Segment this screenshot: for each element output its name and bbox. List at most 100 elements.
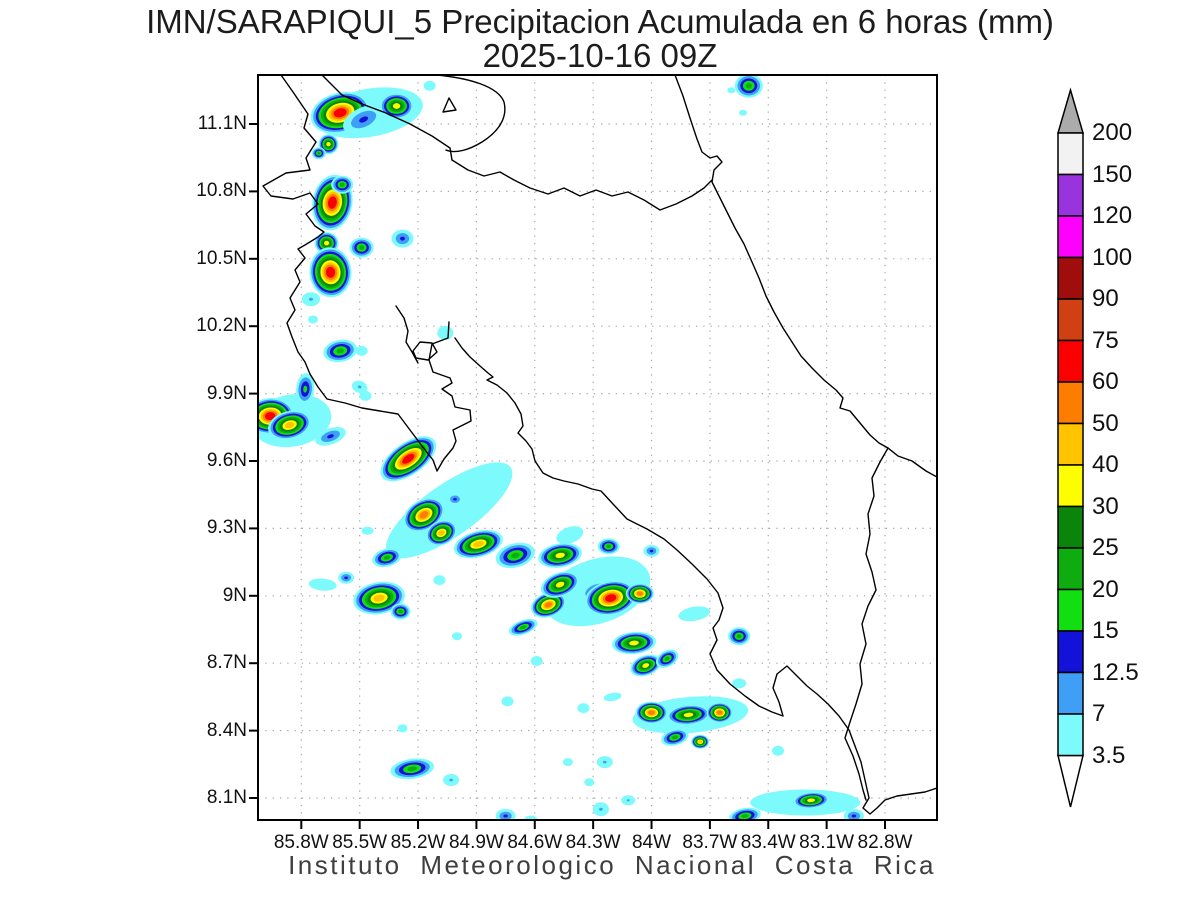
precip-contour	[452, 632, 462, 641]
precip-contour	[629, 640, 639, 646]
colorbar-box	[1057, 505, 1084, 549]
precip-cell	[596, 756, 613, 769]
precip-contour	[373, 594, 385, 602]
coastline-path	[436, 75, 506, 153]
colorbar-box	[1057, 464, 1084, 508]
precip-contour	[326, 142, 331, 147]
colorbar-box	[1057, 422, 1084, 466]
precip-cell	[308, 315, 318, 324]
colorbar-underflow-arrow	[1057, 754, 1084, 808]
precip-cell	[643, 544, 660, 557]
lat-tick-label: 11.1N	[197, 113, 247, 134]
colorbar-label: 12.5	[1092, 658, 1139, 686]
precip-cell	[678, 606, 711, 622]
precip-cell	[311, 147, 326, 160]
precip-layer	[258, 75, 864, 820]
precip-contour	[402, 453, 415, 464]
lat-tick-label: 9N	[222, 584, 247, 606]
precip-contour	[407, 766, 417, 772]
precip-cell	[359, 390, 372, 401]
precip-cell	[372, 548, 402, 568]
precip-cell	[309, 247, 352, 298]
precip-cell	[390, 603, 411, 620]
precip-contour	[519, 625, 527, 630]
precip-cell	[353, 581, 405, 615]
colorbar-label: 15	[1092, 617, 1119, 644]
precip-cell	[315, 427, 346, 446]
precip-contour	[603, 692, 622, 702]
lat-tick-label: 8.7N	[206, 652, 247, 674]
lat-tick-label: 8.1N	[206, 787, 247, 808]
precip-contour	[605, 594, 617, 602]
precip-contour	[649, 549, 654, 553]
precip-cell	[577, 703, 590, 714]
precip-contour	[327, 196, 337, 209]
precip-contour	[544, 601, 553, 608]
precip-contour	[383, 555, 391, 560]
lon-tick-label: 83.7W	[682, 832, 738, 853]
precip-contour	[398, 609, 403, 614]
precip-cell	[296, 373, 315, 406]
precip-cell	[538, 542, 582, 568]
precip-contour	[308, 578, 337, 591]
precip-cell	[621, 795, 636, 806]
precip-contour	[772, 745, 784, 756]
colorbar-box	[1057, 713, 1084, 757]
precip-contour	[523, 815, 538, 820]
precip-cell	[331, 175, 354, 194]
coastline-path	[412, 341, 438, 361]
precip-cell	[597, 538, 620, 555]
precip-cell	[592, 802, 609, 817]
precip-contour	[344, 576, 348, 580]
precip-cell	[443, 774, 460, 786]
precip-cell	[612, 631, 656, 655]
precip-contour	[683, 712, 694, 718]
precip-contour	[385, 462, 513, 559]
coastline-path	[454, 337, 937, 815]
precip-cell	[308, 578, 337, 591]
precip-contour	[303, 385, 308, 393]
colorbar-box	[1057, 339, 1084, 383]
precip-contour	[556, 526, 584, 545]
precip-cell	[454, 529, 503, 559]
precip-cell	[706, 702, 733, 723]
colorbar-box	[1057, 381, 1084, 425]
lat-tick-label: 9.3N	[206, 517, 247, 539]
colorbar-label: 50	[1092, 409, 1119, 437]
colorbar-box	[1057, 215, 1084, 259]
precip-contour	[599, 807, 603, 811]
precip-contour	[584, 778, 595, 787]
colorbar-label: 40	[1092, 451, 1119, 478]
precip-cell	[530, 656, 543, 666]
precip-contour	[745, 83, 752, 89]
precip-cell	[661, 728, 689, 746]
precip-cell	[584, 778, 595, 787]
precip-cell	[390, 758, 435, 780]
precip-contour	[716, 710, 723, 715]
precip-cell	[351, 380, 368, 394]
colorbar-label: 7	[1092, 700, 1106, 727]
precip-contour	[530, 656, 543, 666]
colorbar-label: 150	[1092, 160, 1133, 188]
precip-cell	[540, 571, 580, 598]
precip-cell	[391, 229, 414, 248]
precip-contour	[355, 345, 368, 356]
precip-contour	[473, 540, 484, 548]
coastline-path	[451, 159, 713, 211]
precip-cell	[843, 809, 864, 820]
lat-tick-label: 9.9N	[206, 382, 247, 404]
precip-contour	[606, 544, 612, 549]
precip-cell	[495, 809, 516, 820]
precip-contour	[741, 814, 749, 818]
precip-contour	[400, 236, 405, 241]
precip-contour	[325, 266, 336, 278]
precip-contour	[359, 245, 365, 250]
precip-contour	[433, 575, 446, 586]
precip-contour	[727, 87, 736, 94]
precip-contour	[739, 109, 747, 116]
colorbar-label: 60	[1092, 368, 1119, 395]
precip-contour	[357, 385, 362, 389]
precip-cell	[585, 580, 637, 616]
lon-tick-label: 83.1W	[799, 832, 855, 853]
coastline-path	[321, 75, 453, 161]
